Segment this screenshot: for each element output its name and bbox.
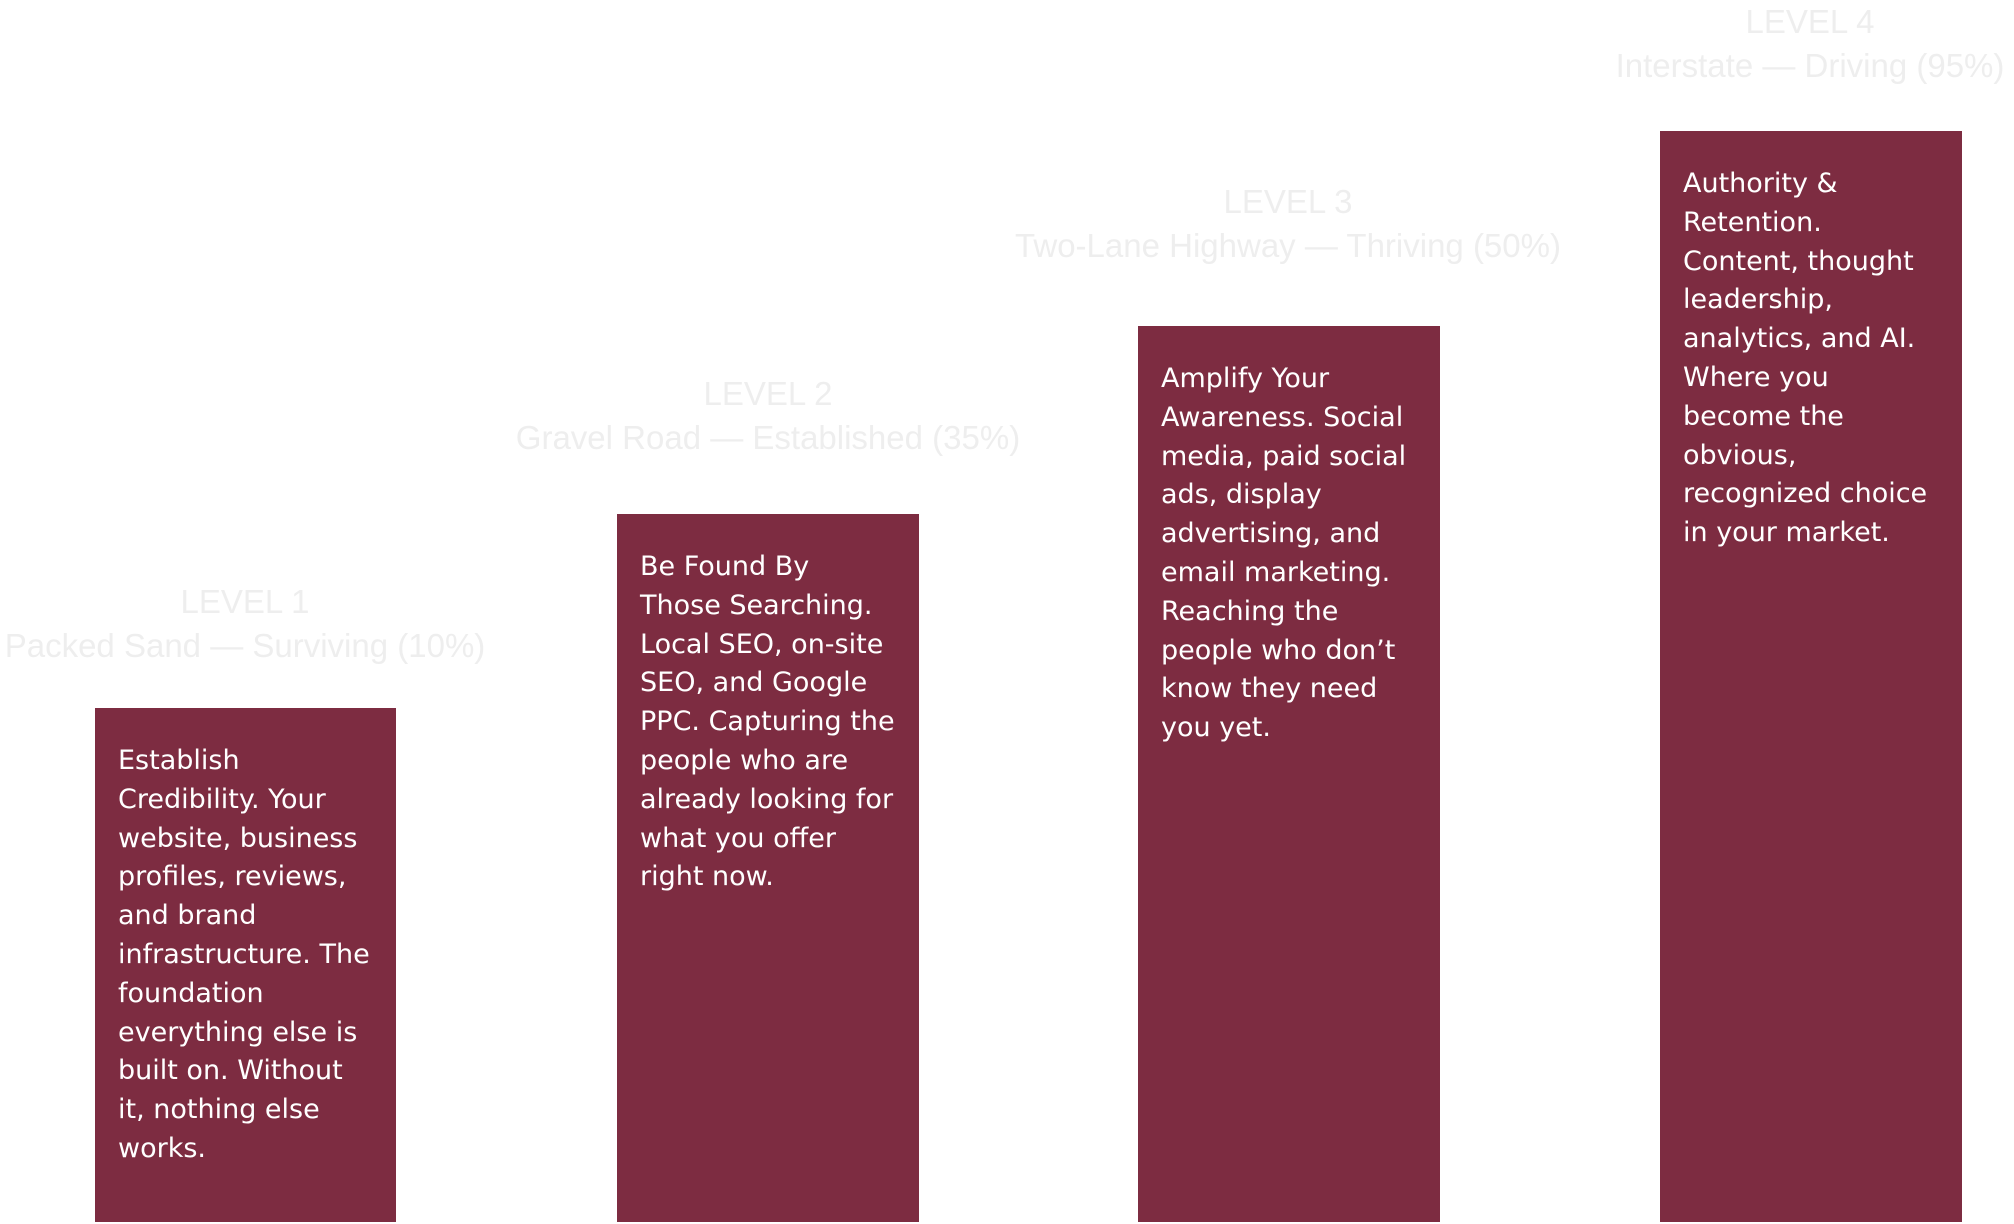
level-2-subtitle: Gravel Road — Established (35%) xyxy=(515,419,1021,456)
level-1-description: Establish Credibility. Your website, bus… xyxy=(118,745,370,1164)
level-4-label: LEVEL 4 xyxy=(1745,3,1875,40)
level-1-label: LEVEL 1 xyxy=(180,583,310,620)
level-4-card: Authority & Retention. Content, thought … xyxy=(1660,131,1962,1222)
level-2-card: Be Found By Those Searching. Local SEO, … xyxy=(617,514,919,1222)
level-4-description: Authority & Retention. Content, thought … xyxy=(1683,168,1928,549)
level-1-subtitle: Packed Sand — Surviving (10%) xyxy=(4,627,486,664)
level-4-heading: LEVEL 4 Interstate — Driving (95%) xyxy=(1616,0,2005,88)
level-2-label: LEVEL 2 xyxy=(703,375,833,412)
level-2-description: Be Found By Those Searching. Local SEO, … xyxy=(640,551,895,893)
level-2-heading: LEVEL 2 Gravel Road — Established (35%) xyxy=(516,372,1020,460)
level-3-label: LEVEL 3 xyxy=(1223,183,1353,220)
level-1-card: Establish Credibility. Your website, bus… xyxy=(95,708,396,1222)
level-1-heading: LEVEL 1 Packed Sand — Surviving (10%) xyxy=(5,580,486,668)
level-3-heading: LEVEL 3 Two-Lane Highway — Thriving (50%… xyxy=(1015,180,1561,268)
level-3-card: Amplify Your Awareness. Social media, pa… xyxy=(1138,326,1440,1222)
level-3-subtitle: Two-Lane Highway — Thriving (50%) xyxy=(1015,227,1561,264)
level-4-subtitle: Interstate — Driving (95%) xyxy=(1615,47,2005,84)
level-3-description: Amplify Your Awareness. Social media, pa… xyxy=(1161,363,1407,744)
